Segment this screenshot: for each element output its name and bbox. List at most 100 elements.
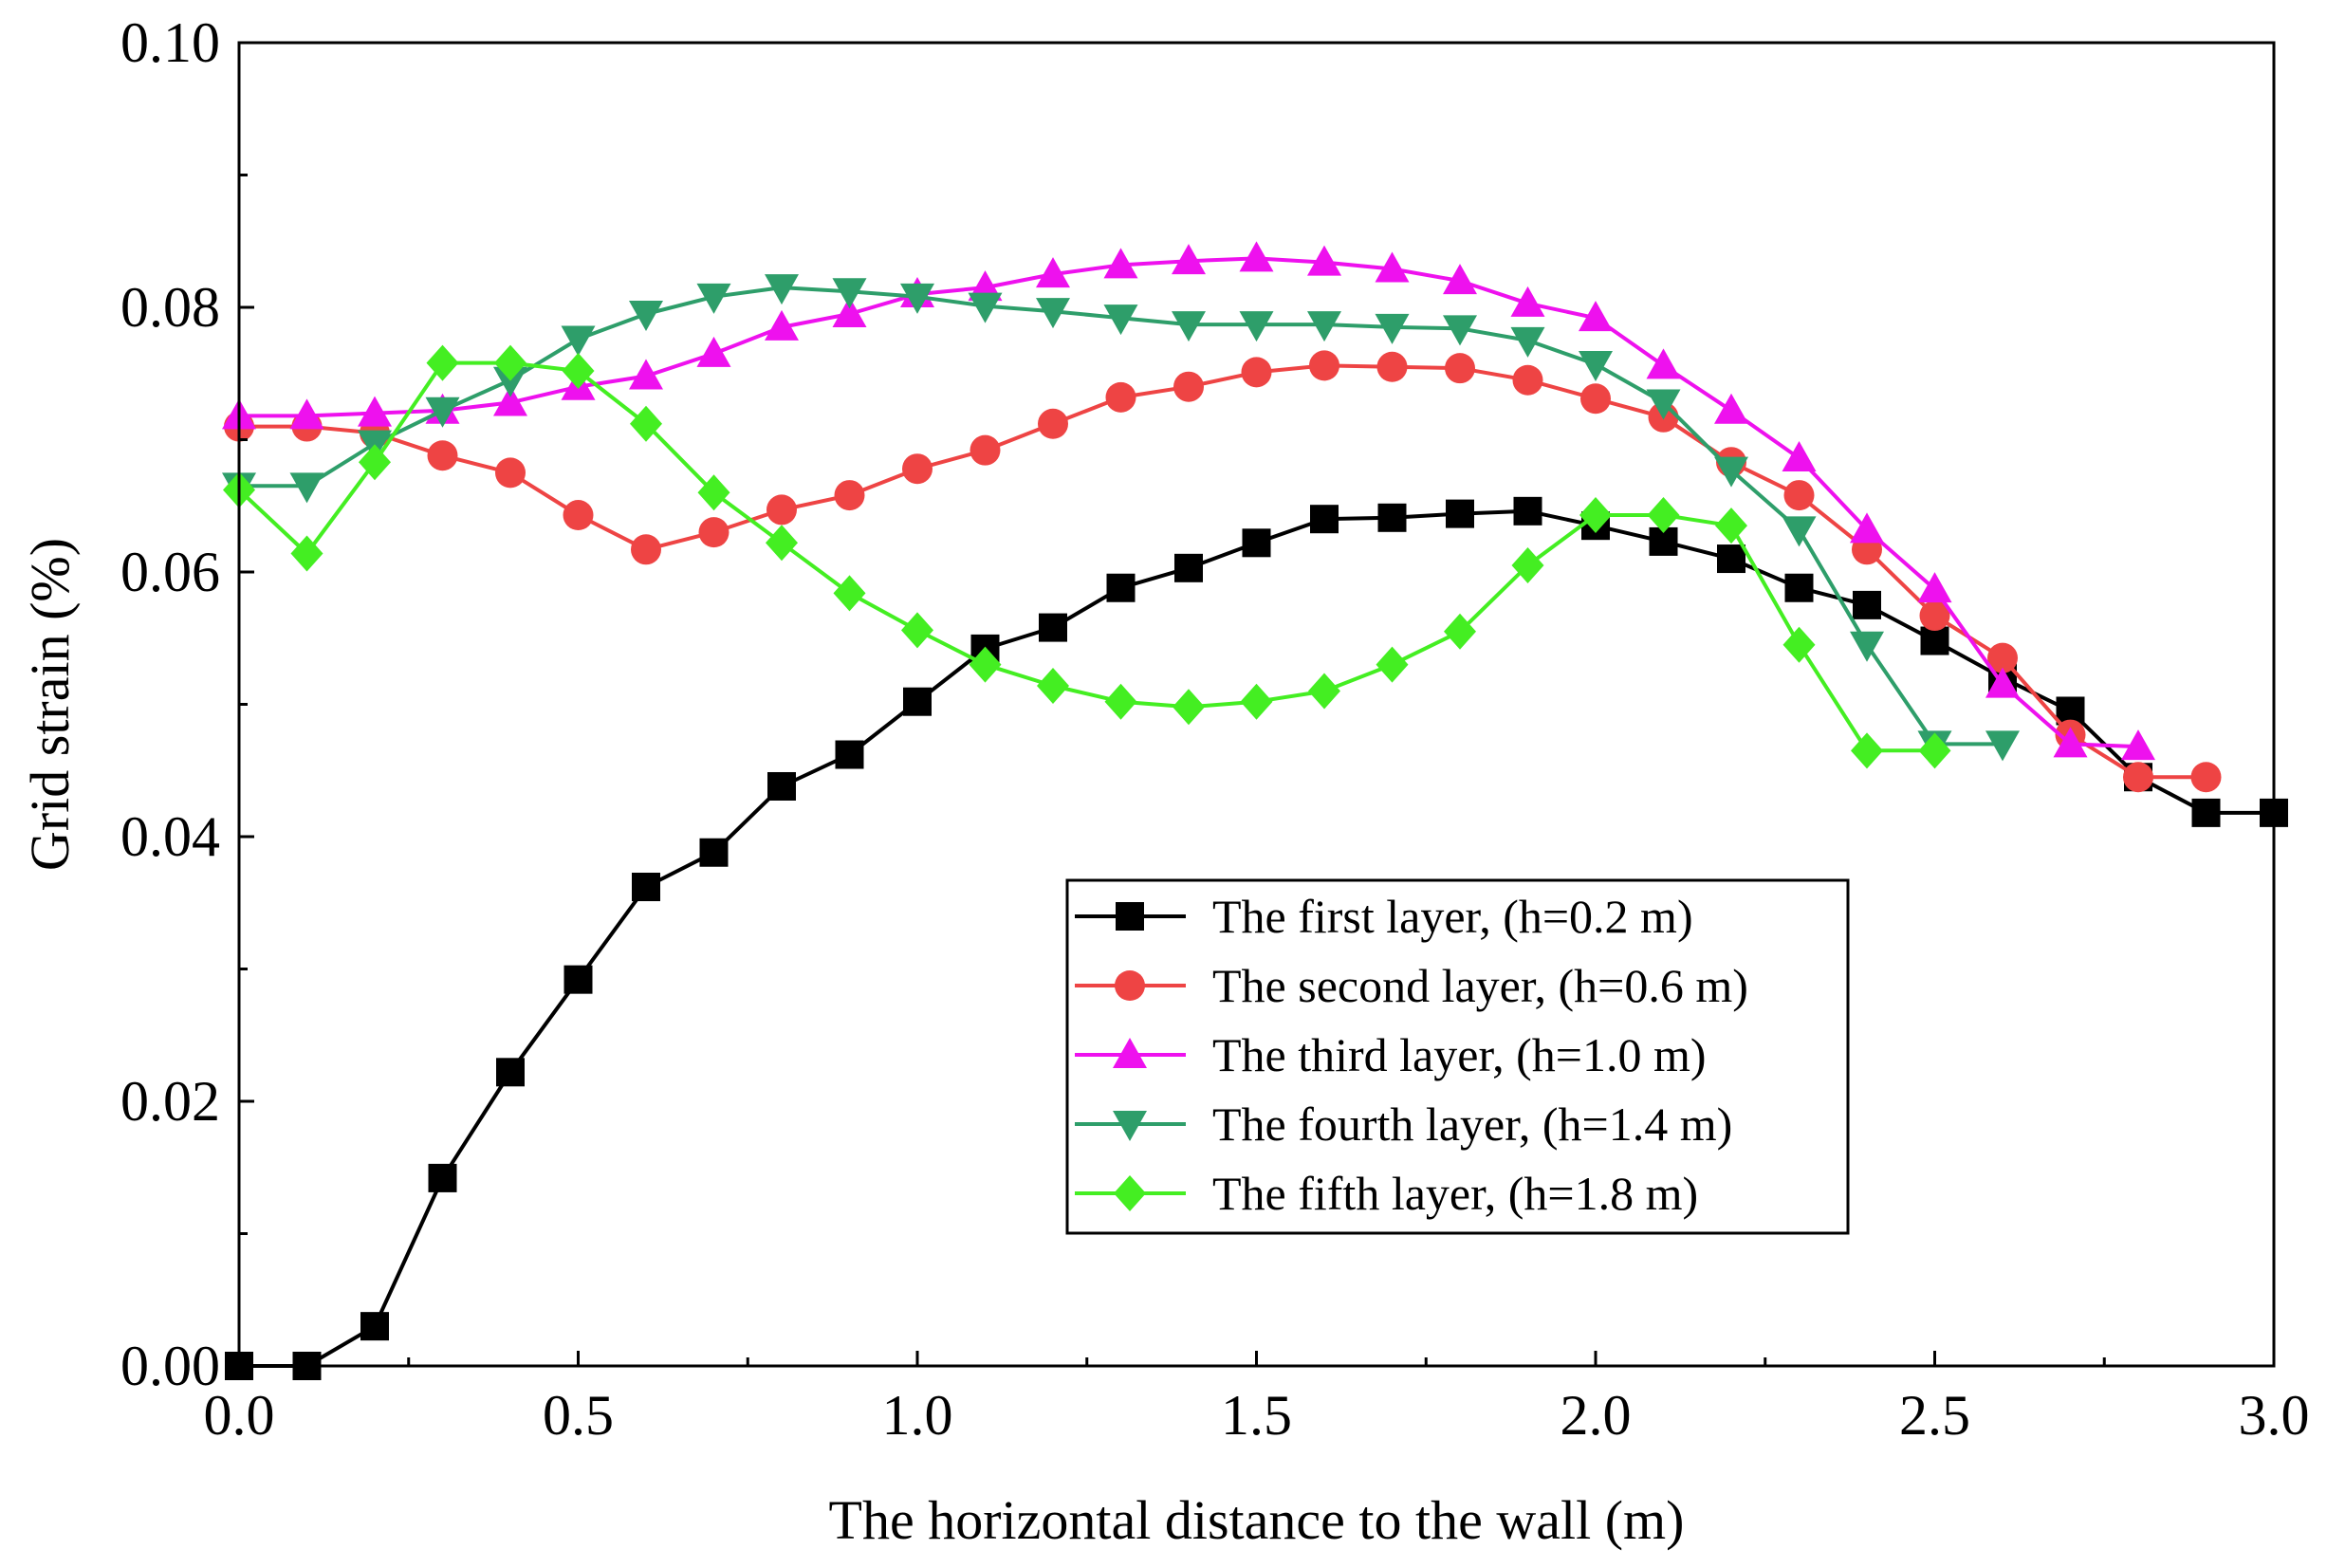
legend-label: The second layer, (h=0.6 m) (1212, 959, 1748, 1012)
legend-marker (1113, 1038, 1147, 1068)
data-point (1309, 350, 1339, 381)
data-point (1036, 257, 1070, 288)
data-point (1103, 248, 1138, 279)
data-point (1376, 351, 1408, 382)
legend-item: The fifth layer, (h=1.8 m) (1075, 1167, 1698, 1220)
y-tick-label: 0.00 (120, 1335, 220, 1397)
data-point (2191, 798, 2221, 827)
data-point (1376, 646, 1409, 683)
data-point (1513, 496, 1542, 526)
data-point (1920, 626, 1949, 655)
legend-marker (1115, 970, 1145, 1001)
data-point (832, 278, 867, 309)
data-point (493, 366, 527, 397)
data-point (2123, 762, 2153, 793)
legend-item: The third layer, (h=1.0 m) (1075, 1028, 1706, 1081)
data-point (766, 525, 798, 562)
data-point (1375, 313, 1410, 344)
data-point (1853, 590, 1881, 619)
data-point (1104, 683, 1137, 720)
data-point (1308, 673, 1340, 710)
x-tick-label: 2.5 (1899, 1384, 1970, 1447)
data-point (1038, 408, 1068, 439)
data-point (1579, 301, 1613, 332)
y-tick-label: 0.08 (120, 276, 220, 339)
data-point (1106, 573, 1136, 602)
data-point (1443, 264, 1477, 295)
data-point (359, 444, 391, 481)
data-point (1646, 348, 1681, 379)
data-point (563, 965, 593, 994)
legend-label: The first layer, (h=0.2 m) (1212, 890, 1693, 943)
data-point (968, 292, 1003, 323)
data-point (970, 434, 1001, 466)
data-point (358, 396, 392, 427)
data-point (1715, 507, 1747, 544)
data-point (290, 535, 323, 572)
legend-marker (1113, 1111, 1147, 1141)
data-point (1782, 441, 1817, 472)
data-point (1919, 600, 1950, 632)
data-point (697, 474, 730, 511)
legend-label: The fourth layer, (h=1.4 m) (1212, 1098, 1732, 1151)
data-point (1239, 241, 1274, 272)
data-point (1782, 626, 1816, 663)
data-point (1444, 613, 1476, 650)
data-point (1172, 244, 1206, 275)
data-point (1310, 505, 1339, 534)
data-point (835, 740, 864, 769)
data-point (1580, 383, 1611, 415)
data-point (1579, 350, 1613, 381)
data-point (765, 274, 799, 305)
data-point (1307, 311, 1341, 342)
data-point (1173, 689, 1205, 726)
data-point (1646, 389, 1681, 420)
data-point (834, 480, 865, 511)
data-point (495, 457, 526, 489)
data-point (2190, 762, 2222, 793)
data-point (632, 873, 660, 902)
data-point (1103, 304, 1138, 336)
data-point (903, 687, 932, 716)
legend-item: The second layer, (h=0.6 m) (1075, 959, 1748, 1012)
data-point (1714, 456, 1748, 488)
data-point (1037, 667, 1069, 704)
data-point (1647, 497, 1680, 534)
data-point (767, 771, 796, 801)
x-tick-label: 0.5 (543, 1384, 614, 1447)
x-tick-label: 3.0 (2239, 1384, 2310, 1447)
data-point (2121, 729, 2155, 761)
series-2 (224, 350, 2222, 793)
data-point (1782, 516, 1817, 547)
data-point (1985, 730, 2020, 762)
data-point (902, 453, 933, 485)
data-point (563, 500, 594, 531)
data-point (1511, 547, 1544, 584)
data-point (833, 575, 866, 612)
series-3 (222, 241, 2155, 761)
data-point (1917, 572, 1952, 603)
data-point (1717, 544, 1745, 574)
data-point (631, 534, 661, 565)
legend-marker (1114, 1175, 1146, 1211)
data-point (1036, 298, 1070, 329)
data-point (765, 309, 799, 341)
data-point (562, 352, 595, 389)
data-point (1174, 553, 1203, 582)
data-point (289, 472, 324, 504)
data-point (630, 405, 662, 442)
data-point (1445, 353, 1475, 384)
data-point (494, 344, 526, 381)
data-point (1783, 480, 1815, 511)
data-point (425, 397, 460, 428)
data-point (629, 300, 663, 331)
data-point (1239, 311, 1274, 342)
data-point (1446, 499, 1474, 528)
data-point (1918, 732, 1951, 769)
y-tick-label: 0.04 (120, 805, 220, 868)
data-point (629, 359, 663, 390)
data-point (428, 1163, 457, 1192)
data-point (1579, 497, 1612, 534)
x-axis-title: The horizontal distance to the wall (m) (829, 1489, 1685, 1551)
